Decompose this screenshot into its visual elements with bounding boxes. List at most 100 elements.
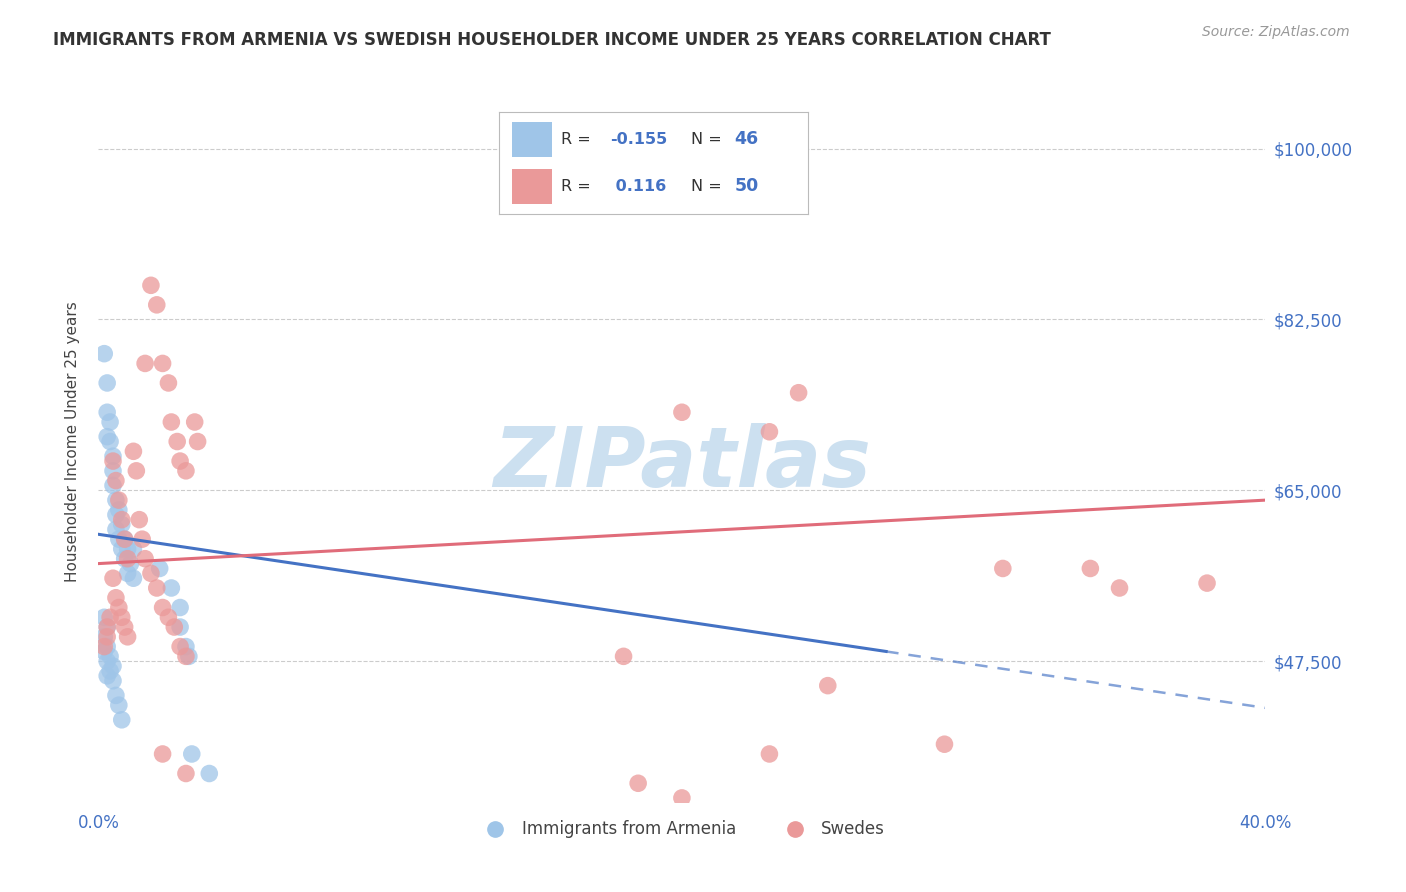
Point <box>122 444 145 458</box>
Point <box>180 747 202 761</box>
Point <box>177 649 200 664</box>
Point <box>96 669 118 683</box>
Point <box>108 503 131 517</box>
Point <box>117 541 139 556</box>
Point <box>96 630 118 644</box>
Point <box>104 474 127 488</box>
Point <box>174 649 197 664</box>
Point <box>1108 581 1130 595</box>
Point <box>93 346 115 360</box>
Point <box>96 376 118 390</box>
Point <box>93 610 115 624</box>
Point <box>1195 576 1218 591</box>
Point <box>125 464 148 478</box>
Point <box>122 571 145 585</box>
Point <box>187 434 209 449</box>
Point <box>169 454 191 468</box>
Point <box>96 430 118 444</box>
Text: R =: R = <box>561 132 596 146</box>
Point <box>139 566 162 581</box>
Point <box>93 630 115 644</box>
Point <box>152 747 174 761</box>
Point <box>122 541 145 556</box>
Point <box>934 737 956 751</box>
Point <box>117 551 139 566</box>
Point <box>149 561 172 575</box>
Point <box>174 766 197 780</box>
Text: 50: 50 <box>734 178 758 195</box>
Point <box>98 610 121 624</box>
Point <box>114 551 136 566</box>
FancyBboxPatch shape <box>512 122 551 157</box>
Point <box>627 776 650 790</box>
Point <box>101 571 124 585</box>
Point <box>612 649 634 664</box>
Point <box>198 766 221 780</box>
Point <box>117 630 139 644</box>
Point <box>111 513 134 527</box>
Point <box>117 566 139 581</box>
Point <box>183 415 205 429</box>
Point <box>101 673 124 688</box>
Point <box>157 610 180 624</box>
Point <box>134 551 156 566</box>
Text: 46: 46 <box>734 130 758 148</box>
Point <box>104 689 127 703</box>
Text: ZIPatlas: ZIPatlas <box>494 423 870 504</box>
Point <box>108 493 131 508</box>
Point <box>101 454 124 468</box>
Point <box>671 405 693 419</box>
Point <box>104 508 127 522</box>
Point <box>169 640 191 654</box>
Point <box>96 620 118 634</box>
Point <box>174 464 197 478</box>
Point <box>134 356 156 370</box>
Point <box>160 415 183 429</box>
Point <box>101 464 124 478</box>
Point <box>108 698 131 713</box>
Point <box>128 513 150 527</box>
Point <box>96 654 118 668</box>
Point <box>169 620 191 634</box>
Text: R =: R = <box>561 179 596 194</box>
Point <box>96 405 118 419</box>
Point <box>787 385 810 400</box>
Point <box>114 532 136 546</box>
Point <box>166 434 188 449</box>
Point <box>98 649 121 664</box>
Point <box>108 532 131 546</box>
Point <box>98 664 121 678</box>
Point <box>101 659 124 673</box>
Legend: Immigrants from Armenia, Swedes: Immigrants from Armenia, Swedes <box>472 814 891 845</box>
Y-axis label: Householder Income Under 25 years: Householder Income Under 25 years <box>65 301 80 582</box>
Point <box>758 747 780 761</box>
Point <box>101 449 124 463</box>
Point <box>758 425 780 439</box>
Point <box>991 561 1014 575</box>
Point <box>152 356 174 370</box>
Point <box>93 644 115 658</box>
Text: Source: ZipAtlas.com: Source: ZipAtlas.com <box>1202 25 1350 39</box>
Text: 0.116: 0.116 <box>610 179 666 194</box>
Point <box>98 415 121 429</box>
Text: IMMIGRANTS FROM ARMENIA VS SWEDISH HOUSEHOLDER INCOME UNDER 25 YEARS CORRELATION: IMMIGRANTS FROM ARMENIA VS SWEDISH HOUSE… <box>53 31 1052 49</box>
Point <box>96 620 118 634</box>
FancyBboxPatch shape <box>512 169 551 204</box>
Point <box>817 679 839 693</box>
Point <box>101 478 124 492</box>
Point <box>111 713 134 727</box>
Point <box>174 640 197 654</box>
Point <box>160 581 183 595</box>
Point <box>131 532 153 546</box>
Point <box>120 557 142 571</box>
Point <box>104 591 127 605</box>
Text: -0.155: -0.155 <box>610 132 668 146</box>
Point <box>671 791 693 805</box>
Point <box>108 600 131 615</box>
Point <box>169 600 191 615</box>
Point <box>104 523 127 537</box>
Point <box>111 541 134 556</box>
Text: N =: N = <box>690 179 727 194</box>
Point <box>146 298 169 312</box>
Point <box>152 600 174 615</box>
